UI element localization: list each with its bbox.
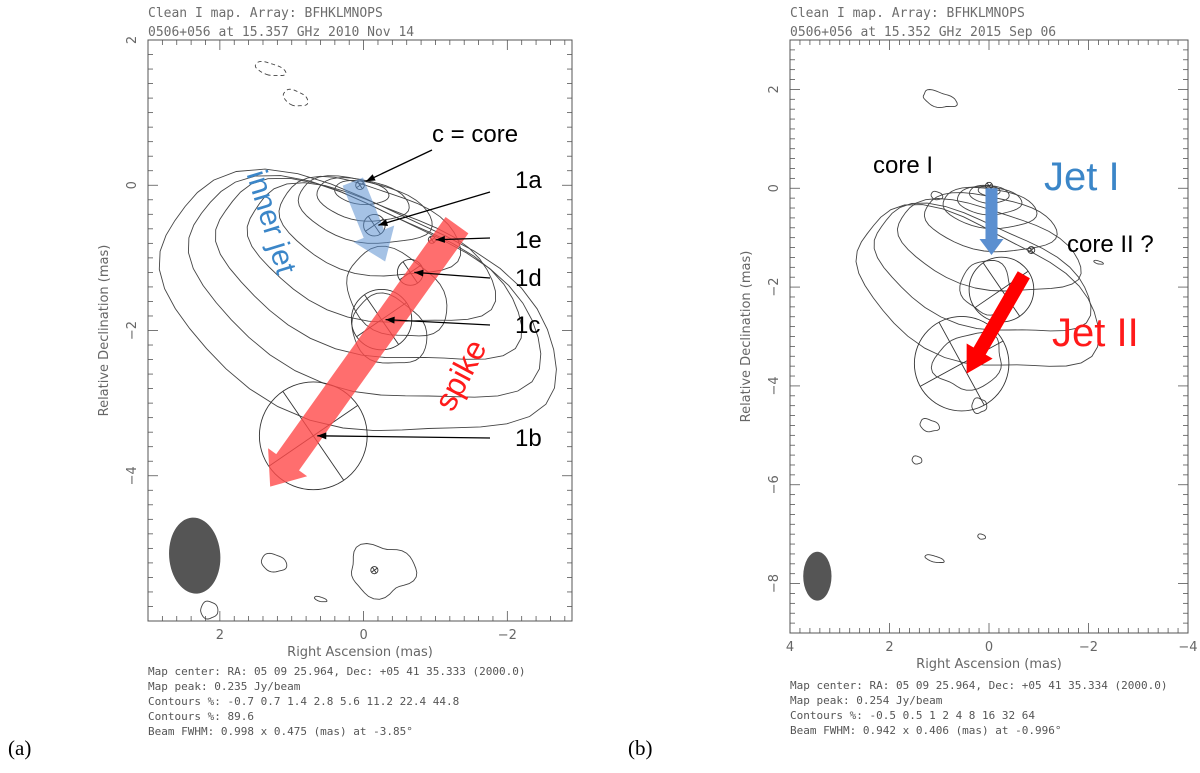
x-tick-label: 4 [786, 640, 794, 655]
contour-outer [158, 168, 557, 432]
component-pointer-head [435, 235, 445, 243]
component-label: 1d [515, 265, 542, 292]
component-marker-cross [982, 262, 1021, 317]
x-axis-label: Right Ascension (mas) [916, 657, 1062, 672]
negative-contour [254, 61, 287, 77]
component-marker [1027, 246, 1036, 254]
component-marker [913, 315, 1010, 412]
y-axis-label: Relative Declination (mas) [97, 245, 112, 417]
y-tick-label: −4 [125, 466, 140, 485]
x-tick-label: −4 [1178, 640, 1197, 655]
component-pointer-head [385, 316, 395, 324]
y-tick-label: 2 [125, 36, 140, 44]
component-marker [370, 566, 379, 575]
jet-ii-label: Jet II [1052, 311, 1139, 355]
y-tick-label: 2 [767, 85, 782, 93]
y-tick-label: 0 [125, 181, 140, 189]
contour [924, 554, 945, 563]
panel-label: (b) [628, 736, 653, 760]
map-header-source: 0506+056 at 15.352 GHz 2015 Sep 06 [790, 25, 1056, 40]
contour [260, 552, 288, 573]
map-footer-line: Map center: RA: 05 09 25.964, Dec: +05 4… [148, 665, 526, 678]
contour [351, 543, 418, 600]
component-pointer-head [366, 174, 376, 182]
spike-arrow [268, 217, 469, 487]
inner-jet-arrow [342, 177, 395, 262]
beam-ellipse [169, 517, 221, 594]
y-tick-label: −2 [125, 321, 140, 340]
map-footer-line: Beam FWHM: 0.942 x 0.406 (mas) at -0.996… [790, 724, 1062, 737]
x-tick-label: −2 [1079, 640, 1098, 655]
component-marker-cross [371, 566, 377, 574]
jet-i-arrow [979, 188, 1004, 255]
core-i-label: core I [873, 152, 933, 179]
component-pointer [435, 237, 491, 241]
x-tick-label: 2 [885, 640, 893, 655]
x-axis-label: Right Ascension (mas) [287, 645, 433, 660]
y-tick-label: 0 [767, 184, 782, 192]
map-footer-line: Map peak: 0.254 Jy/beam [790, 694, 943, 707]
spike-label: spike [427, 333, 494, 416]
contour [855, 204, 1100, 367]
component-label: 1b [515, 425, 542, 452]
map-footer-line: Map center: RA: 05 09 25.964, Dec: +05 4… [790, 679, 1168, 692]
component-pointer-head [378, 219, 388, 226]
contour [246, 182, 497, 323]
y-tick-label: −6 [767, 475, 782, 494]
panel-b: Clean I map. Array: BFHKLMNOPS 0506+056 a… [628, 6, 1198, 760]
component-marker-cross [938, 321, 985, 406]
panel-a: Clean I map. Array: BFHKLMNOPS 0506+056 a… [8, 6, 573, 760]
component-pointer [414, 271, 491, 279]
component-pointer [378, 191, 491, 226]
contour [215, 177, 523, 360]
negative-contour [282, 88, 309, 107]
contour [971, 397, 988, 414]
y-axis-label: Relative Declination (mas) [739, 251, 754, 423]
map-footer-line: Beam FWHM: 0.998 x 0.475 (mas) at -3.85° [148, 725, 413, 738]
x-tick-label: 0 [359, 628, 367, 643]
contour [1093, 259, 1104, 265]
map-footer-line: Contours %: 89.6 [148, 710, 254, 723]
map-footer-line: Contours %: -0.5 0.5 1 2 4 8 16 32 64 [790, 709, 1035, 722]
x-tick-label: 2 [216, 628, 224, 643]
component-pointer-head [317, 432, 327, 440]
contour [922, 89, 958, 109]
core-ii-label: core II ? [1067, 231, 1154, 258]
component-pointer [365, 149, 433, 182]
jet-ii-arrow [966, 271, 1030, 374]
jet-i-label: Jet I [1044, 155, 1120, 199]
component-label: 1e [515, 227, 542, 254]
contour [911, 455, 923, 465]
map-footer-line: Map peak: 0.235 Jy/beam [148, 680, 301, 693]
component-label: c = core [432, 121, 518, 148]
y-tick-label: −8 [767, 574, 782, 593]
contour [930, 190, 944, 201]
map-footer-line: Contours %: -0.7 0.7 1.4 2.8 5.6 11.2 22… [148, 695, 459, 708]
contour [313, 595, 328, 603]
contour [930, 331, 1002, 391]
contour [919, 418, 940, 433]
component-marker-cross [986, 182, 992, 189]
component-label: 1a [515, 167, 542, 194]
panel-label: (a) [8, 736, 31, 760]
map-header-title: Clean I map. Array: BFHKLMNOPS [148, 6, 383, 21]
contour [977, 533, 986, 540]
component-label: 1c [515, 312, 540, 339]
contour [200, 600, 219, 620]
component-marker-cross [1028, 246, 1034, 254]
contour [959, 260, 1012, 316]
y-tick-label: −4 [767, 376, 782, 395]
x-tick-label: 0 [985, 640, 993, 655]
map-header-title: Clean I map. Array: BFHKLMNOPS [790, 6, 1025, 21]
map-header-source: 0506+056 at 15.357 GHz 2010 Nov 14 [148, 25, 414, 40]
component-pointer [317, 435, 491, 439]
x-tick-label: −2 [498, 628, 517, 643]
component-pointer-head [414, 269, 424, 277]
component-pointer [385, 318, 491, 326]
contour [316, 177, 410, 222]
beam-ellipse [803, 551, 832, 601]
y-tick-label: −2 [767, 277, 782, 296]
